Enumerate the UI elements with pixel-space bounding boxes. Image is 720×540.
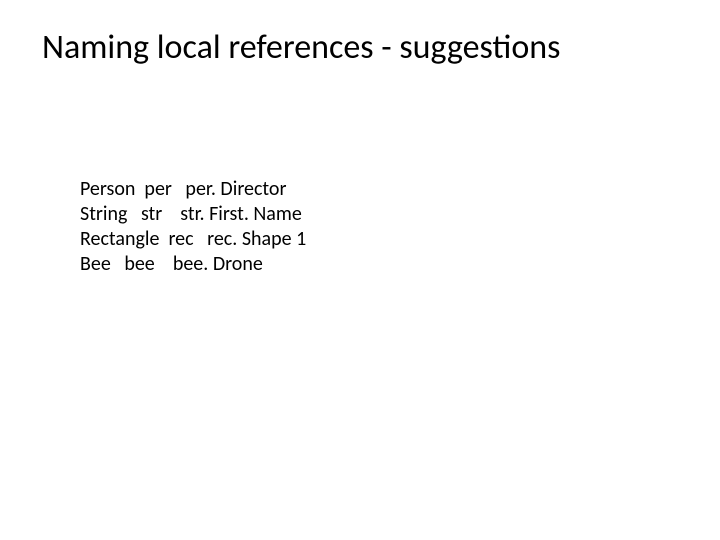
body-row: Rectangle rec rec. Shape 1: [80, 227, 678, 252]
body-row: String str str. First. Name: [80, 202, 678, 227]
slide: Naming local references - suggestions Pe…: [0, 0, 720, 540]
slide-body: Person per per. Director String str str.…: [80, 177, 678, 277]
body-row: Person per per. Director: [80, 177, 678, 202]
body-row: Bee bee bee. Drone: [80, 252, 678, 277]
slide-title: Naming local references - suggestions: [42, 28, 678, 69]
